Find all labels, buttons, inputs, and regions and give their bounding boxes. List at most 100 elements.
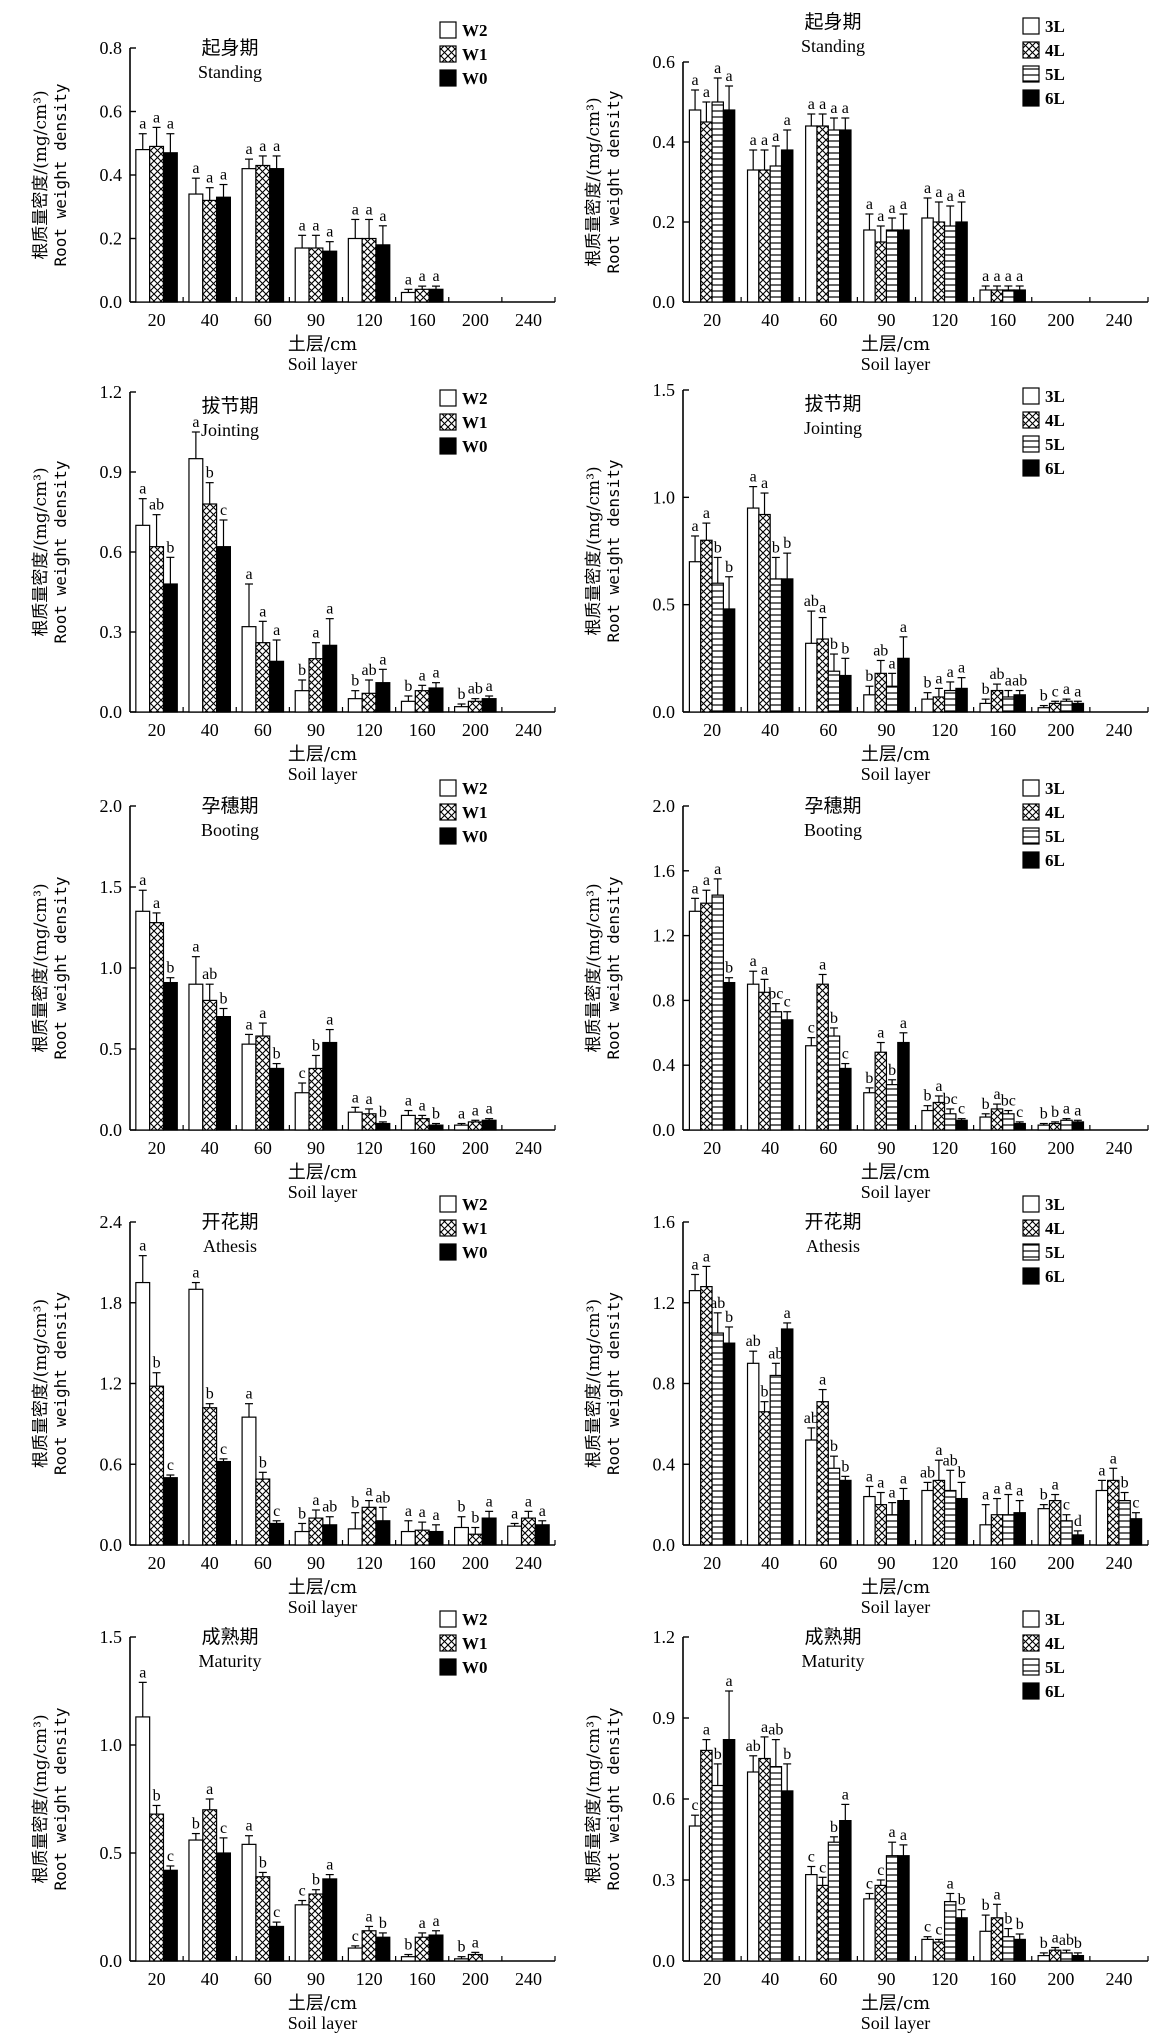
y-tick-label: 0.2 [653, 212, 676, 232]
legend-swatch-W2 [439, 779, 457, 797]
bar-3L-160 [979, 1116, 992, 1131]
significance-label: a [703, 1722, 710, 1739]
bar-4L-120 [932, 1479, 946, 1546]
chart-panel-jointing-water: 0.00.30.60.91.220 40 60 90 120 160 200 240aaabb… [31, 382, 556, 784]
significance-label: a [419, 1097, 426, 1114]
y-axis-label-cn: 根质量密度/(mg/cm³) [584, 466, 604, 635]
significance-label: a [819, 956, 826, 973]
significance-label: a [1074, 1102, 1081, 1119]
significance-label: a [366, 1091, 373, 1108]
legend-label-W1: W1 [462, 1219, 488, 1238]
significance-label: a [312, 625, 319, 642]
x-axis-label-cn: 土层/cm [288, 1993, 357, 2014]
significance-label: a [947, 664, 954, 681]
significance-label: b [166, 960, 174, 977]
significance-label: c [273, 1503, 280, 1520]
bar-6L-90 [897, 229, 910, 303]
significance-label: c [220, 502, 227, 519]
significance-label: a [326, 224, 333, 241]
significance-label: ab [989, 666, 1004, 683]
legend-label-6L: 6L [1045, 1267, 1065, 1286]
chart-title-en: Athesis [203, 1236, 257, 1256]
legend-swatch-W0 [439, 1658, 457, 1676]
x-axis-label-cn: 土层/cm [861, 334, 930, 355]
legend-label-5L: 5L [1045, 1243, 1065, 1262]
x-tick-label: 240 [515, 1969, 542, 1989]
y-axis-label-cn: 根质量密度/(mg/cm³) [584, 1299, 604, 1468]
x-axis-label-en: Soil layer [861, 764, 931, 784]
legend-label-4L: 4L [1045, 41, 1065, 60]
bar-6L-90 [897, 1855, 910, 1962]
significance-label: a [993, 268, 1000, 285]
y-tick-label: 0.3 [100, 622, 123, 642]
y-tick-label: 0.9 [653, 1708, 676, 1728]
x-axis-label-cn: 土层/cm [861, 1993, 930, 2014]
significance-label: a [139, 481, 146, 498]
x-tick-label: 200 [462, 720, 489, 740]
bar-3L-120 [921, 1109, 934, 1131]
x-tick-label: 40 [761, 1969, 779, 1989]
significance-label: a [1005, 1477, 1012, 1494]
bar-W1-200 [467, 1953, 483, 1962]
significance-label: a [206, 1781, 213, 1798]
x-axis-label-cn: 土层/cm [288, 1162, 357, 1183]
bar-W2-20 [135, 524, 151, 713]
significance-label: bc [943, 1091, 958, 1108]
bar-5L-90 [885, 229, 899, 303]
chart-title-cn: 成熟期 [201, 1626, 258, 1648]
bar-W1-20 [149, 1385, 165, 1546]
significance-label: a [167, 116, 174, 133]
significance-label: a [432, 268, 439, 285]
legend-swatch-6L [1022, 89, 1040, 107]
x-tick-label: 90 [307, 720, 325, 740]
bar-3L-40 [746, 507, 760, 713]
significance-label: ab [943, 1452, 958, 1469]
x-tick-label: 20 [703, 1553, 721, 1573]
significance-label: a [366, 1483, 373, 1500]
bar-6L-60 [839, 1819, 852, 1962]
bar-W1-160 [414, 1529, 430, 1546]
bar-3L-90 [863, 694, 876, 713]
legend-swatch-3L [1022, 1195, 1040, 1213]
bar-3L-90 [863, 229, 876, 303]
bar-W2-160 [400, 1956, 416, 1962]
significance-label: a [1005, 268, 1012, 285]
y-tick-label: 0.4 [653, 1055, 676, 1075]
bar-4L-160 [990, 1514, 1004, 1546]
bar-W0-120 [375, 1520, 391, 1546]
significance-label: b [1040, 688, 1048, 705]
y-tick-label: 0.0 [100, 702, 123, 722]
significance-label: b [865, 668, 873, 685]
legend-label-6L: 6L [1045, 851, 1065, 870]
legend-label-W1: W1 [462, 45, 488, 64]
bar-W0-20 [162, 152, 178, 303]
significance-label: c [220, 1820, 227, 1837]
bar-5L-160 [1002, 1936, 1015, 1962]
bar-W0-20 [162, 1477, 178, 1546]
bar-W0-160 [428, 288, 444, 303]
chart-title-cn: 开花期 [804, 1211, 861, 1233]
significance-label: c [877, 1862, 884, 1879]
x-tick-label: 90 [877, 1138, 895, 1158]
chart-title-en: Booting [804, 820, 862, 840]
significance-label: a [486, 1493, 493, 1510]
x-tick-label: 160 [409, 310, 436, 330]
x-tick-label: 90 [877, 310, 895, 330]
x-tick-label: 160 [409, 1553, 436, 1573]
significance-label: a [366, 1908, 373, 1925]
significance-label: b [1040, 1935, 1048, 1952]
bar-4L-90 [874, 1504, 888, 1546]
x-tick-label: 240 [515, 720, 542, 740]
significance-label: a [935, 670, 942, 687]
x-tick-label: 60 [254, 1969, 272, 1989]
y-tick-label: 1.2 [653, 926, 676, 946]
y-tick-label: 2.0 [653, 796, 676, 816]
significance-label: a [326, 1857, 333, 1874]
significance-label: a [750, 132, 757, 149]
significance-label: a [958, 660, 965, 677]
y-tick-label: 0.8 [653, 1374, 676, 1394]
chart-title-en: Jointing [804, 418, 862, 438]
significance-label: a [784, 1305, 791, 1322]
legend-swatch-W2 [439, 21, 457, 39]
